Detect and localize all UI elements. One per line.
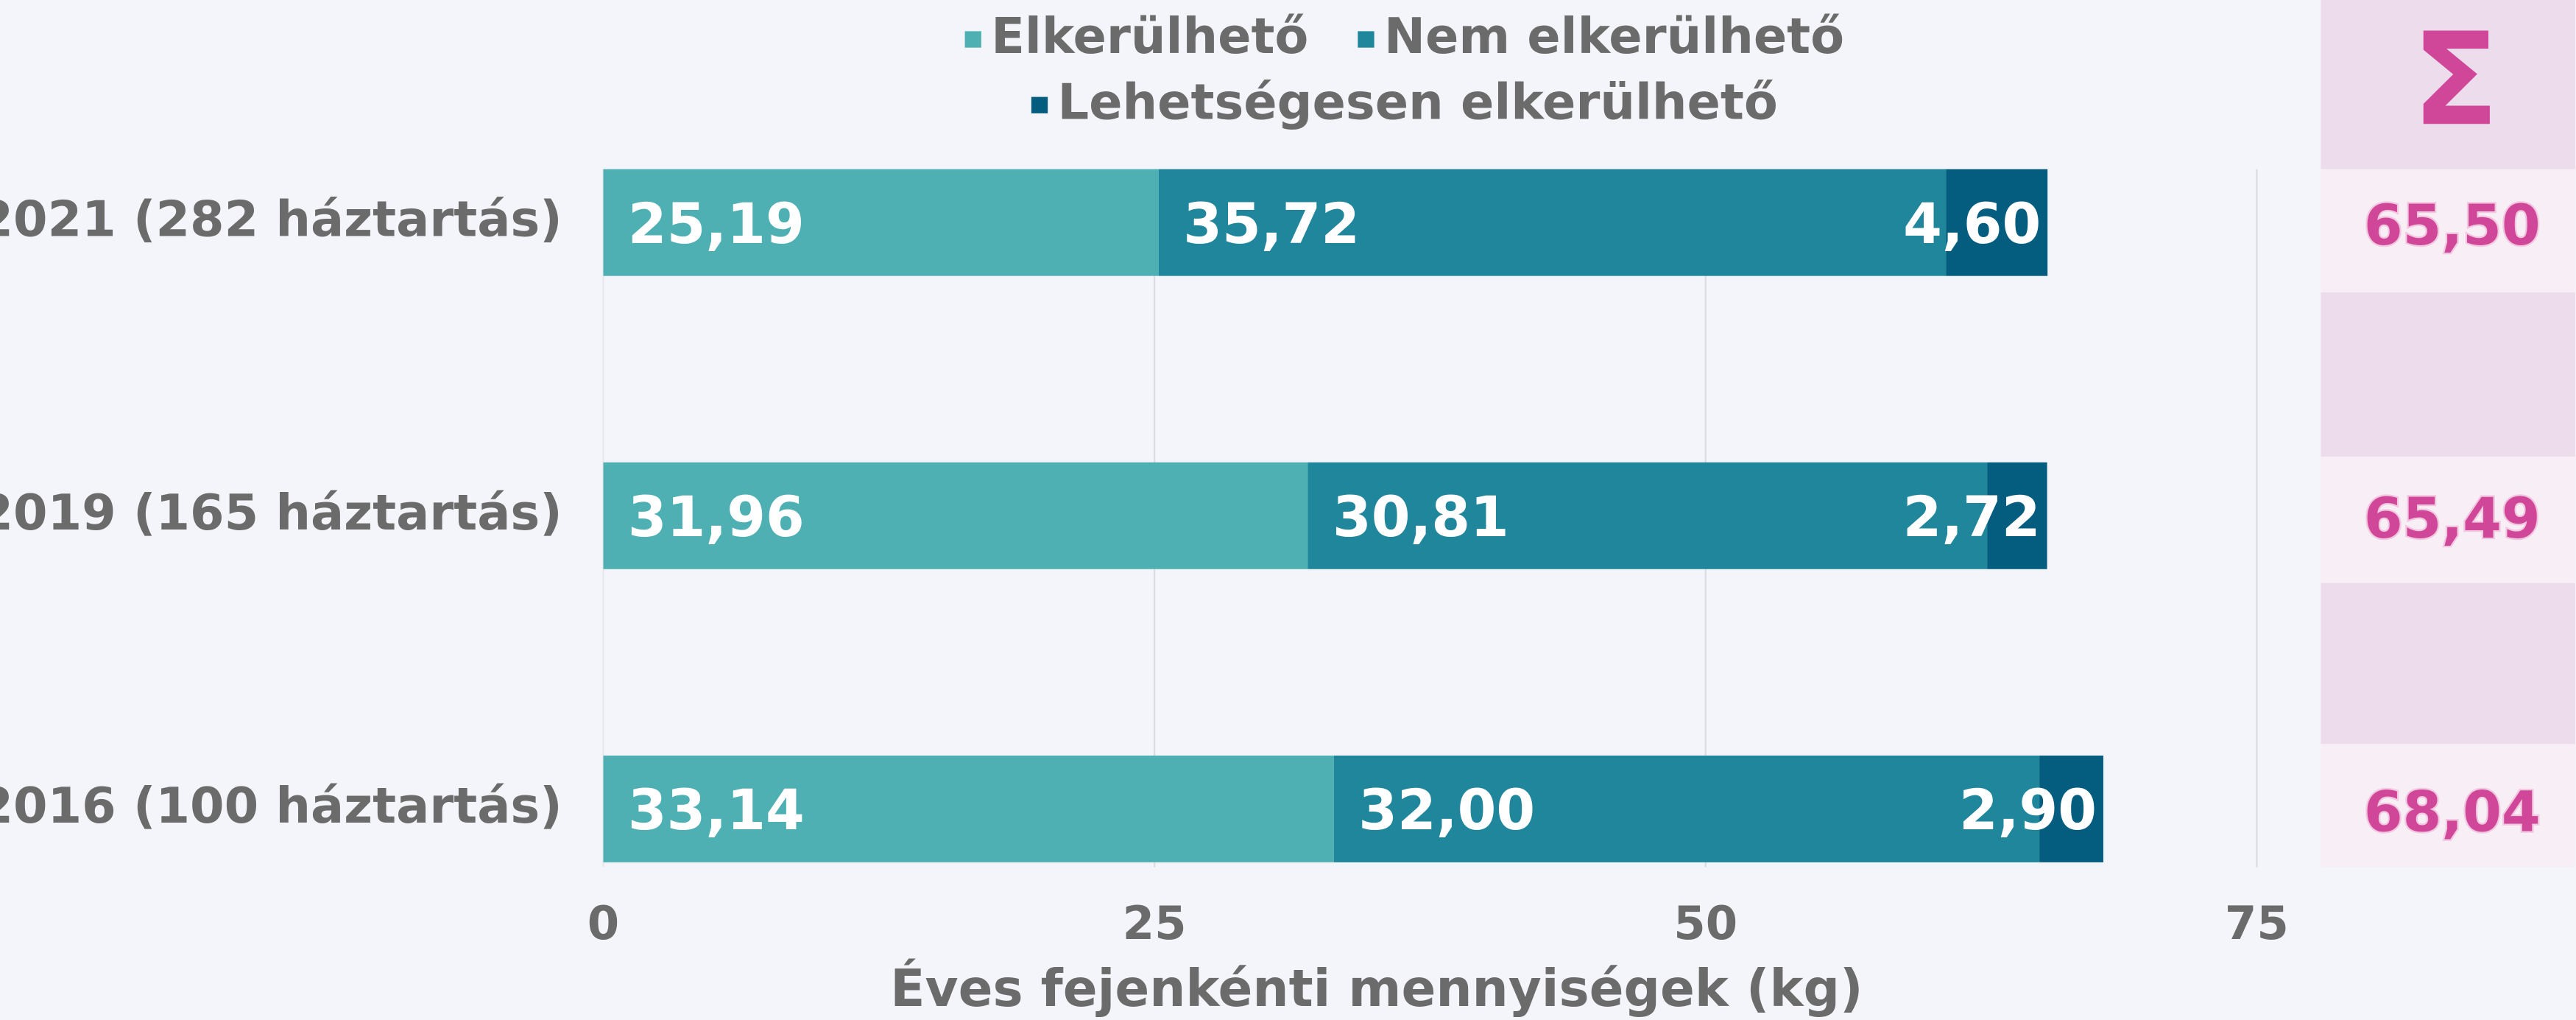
x-tick-label: 25 — [1123, 896, 1187, 950]
x-tick-label: 50 — [1673, 896, 1737, 950]
x-tick-label: 75 — [2225, 896, 2289, 950]
data-label: 32,00 — [1358, 778, 1535, 843]
sum-panel: Σ — [2321, 0, 2576, 868]
data-label: 31,96 — [628, 485, 805, 549]
legend-row: Lehetségesen elkerülhető — [1031, 73, 1778, 130]
legend-label: Nem elkerülhető — [1384, 7, 1844, 65]
y-tick-label: 2016 (100 háztartás) — [0, 777, 562, 834]
bar-segment — [1308, 462, 1988, 569]
bar-segment — [1158, 169, 1947, 276]
sum-header: Σ — [2412, 6, 2499, 155]
total-label: 65,50 — [2364, 193, 2541, 258]
total-label: 65,49 — [2364, 486, 2541, 551]
sum-panel-band — [2321, 169, 2576, 292]
total-label: 68,04 — [2364, 779, 2541, 844]
legend-swatch — [1358, 31, 1375, 48]
y-tick-label: 2019 (165 háztartás) — [0, 484, 562, 541]
data-label: 2,90 — [1959, 778, 2097, 843]
legend-swatch — [1031, 96, 1048, 113]
data-label: 33,14 — [628, 778, 805, 843]
data-label: 4,60 — [1903, 191, 2041, 256]
x-tick-label: 0 — [587, 896, 619, 950]
sum-panel-band — [2321, 457, 2576, 583]
legend-swatch — [964, 31, 981, 48]
sum-panel-band — [2321, 292, 2576, 457]
sum-panel-band — [2321, 744, 2576, 868]
data-label: 30,81 — [1333, 485, 1509, 549]
bar-segment — [1946, 169, 2048, 276]
data-label: 25,19 — [628, 191, 805, 256]
bar-segment — [2039, 755, 2103, 862]
legend-row: Elkerülhető Nem elkerülhető — [964, 7, 1844, 65]
data-label: 2,72 — [1903, 485, 2041, 549]
sum-panel-band — [2321, 0, 2576, 169]
bar-segment — [1987, 462, 2047, 569]
legend-label: Lehetségesen elkerülhető — [1058, 73, 1778, 130]
bar-segment — [603, 755, 1334, 862]
bar-segment — [603, 462, 1308, 569]
y-tick-label: 2021 (282 háztartás) — [0, 191, 562, 248]
legend-label: Elkerülhető — [991, 7, 1308, 65]
data-label: 35,72 — [1183, 191, 1360, 256]
x-axis-label: Éves fejenkénti mennyiségek (kg) — [890, 958, 1863, 1019]
sum-panel-band — [2321, 583, 2576, 745]
bar-segment — [603, 169, 1159, 276]
bar-segment — [1333, 755, 2040, 862]
